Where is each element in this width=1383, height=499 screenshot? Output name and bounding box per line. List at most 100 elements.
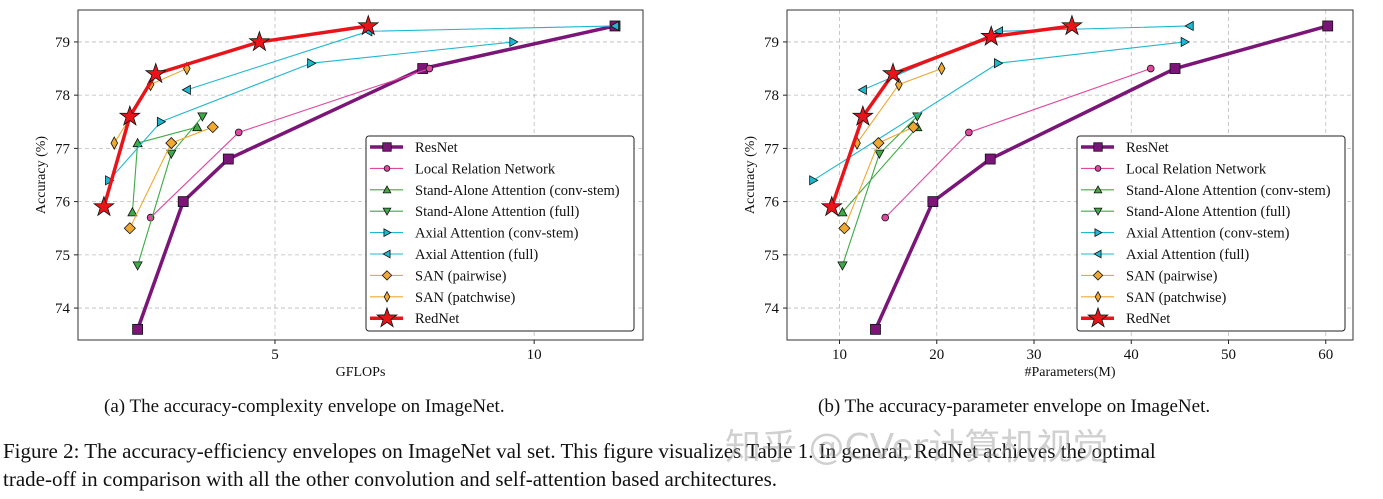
series-stand-alone-attention-full <box>132 112 208 271</box>
legend-marker-icon <box>1093 207 1103 216</box>
x-axis-label: GFLOPs <box>336 365 386 380</box>
data-point-san-patchwise <box>937 61 946 76</box>
legend-marker-icon <box>1093 142 1103 152</box>
data-point-axial-attention-conv-stem <box>156 116 167 127</box>
legend-marker-icon <box>382 249 391 259</box>
y-tick-label: 76 <box>764 195 780 211</box>
series-rednet <box>820 14 1083 217</box>
legend-label: RedNet <box>1126 311 1170 327</box>
legend-label: SAN (patchwise) <box>1126 290 1226 306</box>
data-point-axial-attention-full <box>181 84 191 96</box>
legend-marker-icon <box>1094 290 1102 303</box>
legend-item-axial-attention-conv-stem: Axial Attention (conv-stem) <box>370 226 579 242</box>
legend-item-san-pairwise: SAN (pairwise) <box>370 268 507 284</box>
data-point-rednet <box>144 62 167 84</box>
data-point-stand-alone-attention-conv-stem <box>837 206 848 217</box>
y-tick-label: 74 <box>55 301 71 317</box>
legend-item-san-patchwise: SAN (patchwise) <box>370 290 515 306</box>
y-axis-label: Accuracy (%) <box>743 136 758 214</box>
data-point-stand-alone-attention-full <box>912 112 923 122</box>
data-point-axial-attention-conv-stem <box>994 58 1004 69</box>
legend-item-stand-alone-attention-full: Stand-Alone Attention (full) <box>370 204 579 220</box>
subcaption-a: (a) The accuracy-complexity envelope on … <box>104 396 505 417</box>
data-point-rednet <box>92 195 115 217</box>
y-tick-label: 78 <box>764 88 779 104</box>
legend-item-axial-attention-full: Axial Attention (full) <box>370 247 538 263</box>
series-axial-attention-conv-stem <box>105 36 519 186</box>
data-point-rednet <box>357 14 380 36</box>
series-line-axial-attention-conv-stem <box>108 41 514 181</box>
data-point-axial-attention-conv-stem <box>1180 36 1191 48</box>
y-tick-label: 75 <box>55 248 70 264</box>
data-point-stand-alone-attention-full <box>197 112 208 122</box>
legend-item-rednet: RedNet <box>370 306 459 328</box>
legend-box <box>365 135 635 332</box>
data-point-axial-attention-full <box>609 20 620 32</box>
series-san-pairwise <box>838 121 920 235</box>
series-line-stand-alone-attention-conv-stem <box>842 126 918 213</box>
legend-item-stand-alone-attention-full: Stand-Alone Attention (full) <box>1081 204 1290 220</box>
legend-label: Axial Attention (full) <box>1126 247 1249 263</box>
data-point-stand-alone-attention-full <box>837 261 848 271</box>
legend-box <box>1076 135 1346 332</box>
series-resnet <box>870 20 1334 335</box>
x-tick-label: 5 <box>271 347 279 363</box>
data-point-rednet <box>1060 14 1083 36</box>
legend-marker-icon <box>1094 228 1103 238</box>
x-axis-label: #Parameters(M) <box>1025 365 1116 380</box>
legend-marker-icon <box>375 306 399 328</box>
legend-label: SAN (pairwise) <box>415 268 507 284</box>
legend-label: Axial Attention (conv-stem) <box>415 226 579 242</box>
data-point-resnet <box>1169 63 1181 74</box>
legend-marker-icon <box>1093 185 1103 194</box>
data-point-resnet <box>132 323 144 335</box>
legend-marker-icon <box>381 270 393 281</box>
legend-label: ResNet <box>1126 140 1169 156</box>
data-point-san-pairwise <box>838 222 851 235</box>
series-axial-attention-full <box>857 20 1194 96</box>
data-point-local-relation-network <box>234 128 243 137</box>
legend-item-local-relation-network: Local Relation Network <box>1081 161 1267 177</box>
data-point-san-pairwise <box>206 121 219 134</box>
legend-marker-icon <box>383 290 391 303</box>
data-point-axial-attention-full <box>1184 20 1194 32</box>
data-point-resnet <box>984 153 996 165</box>
y-tick-label: 76 <box>55 195 71 211</box>
legend-label: Stand-Alone Attention (full) <box>415 204 579 220</box>
y-tick-label: 77 <box>55 141 71 157</box>
data-point-san-patchwise <box>895 77 903 92</box>
data-point-rednet <box>248 30 271 52</box>
data-point-stand-alone-attention-full <box>166 149 177 160</box>
watermark: 知乎 @CVer计算机视觉 <box>725 427 1109 468</box>
x-tick-label: 10 <box>527 347 542 363</box>
legend-item-san-patchwise: SAN (patchwise) <box>1081 290 1226 306</box>
data-point-local-relation-network <box>965 128 973 137</box>
x-tick-label: 10 <box>832 347 847 363</box>
data-point-stand-alone-attention-conv-stem <box>127 206 138 217</box>
x-tick-label: 30 <box>1027 347 1042 363</box>
data-point-resnet <box>222 153 234 165</box>
legend-marker-icon <box>1093 249 1102 259</box>
data-point-san-pairwise <box>165 136 178 150</box>
data-point-axial-attention-conv-stem <box>307 58 317 69</box>
legend-item-axial-attention-full: Axial Attention (full) <box>1081 247 1249 263</box>
legend-marker-icon <box>383 165 391 172</box>
data-point-san-patchwise <box>110 136 119 150</box>
data-point-axial-attention-full <box>857 84 867 96</box>
series-line-axial-attention-full <box>862 25 1190 91</box>
caption-line-2: trade-off in comparison with all the oth… <box>3 467 778 491</box>
data-point-san-pairwise <box>872 136 885 150</box>
plot-frame <box>77 9 644 341</box>
data-point-stand-alone-attention-full <box>874 149 885 160</box>
legend-marker-icon <box>1086 306 1110 328</box>
legend-label: Local Relation Network <box>415 161 556 177</box>
x-tick-label: 20 <box>929 347 944 363</box>
legend-item-local-relation-network: Local Relation Network <box>370 161 556 177</box>
legend-item-axial-attention-conv-stem: Axial Attention (conv-stem) <box>1081 226 1290 242</box>
legend-marker-icon <box>382 185 392 194</box>
data-point-local-relation-network <box>425 64 434 73</box>
x-tick-label: 60 <box>1318 347 1333 363</box>
series-san-pairwise <box>123 121 219 235</box>
